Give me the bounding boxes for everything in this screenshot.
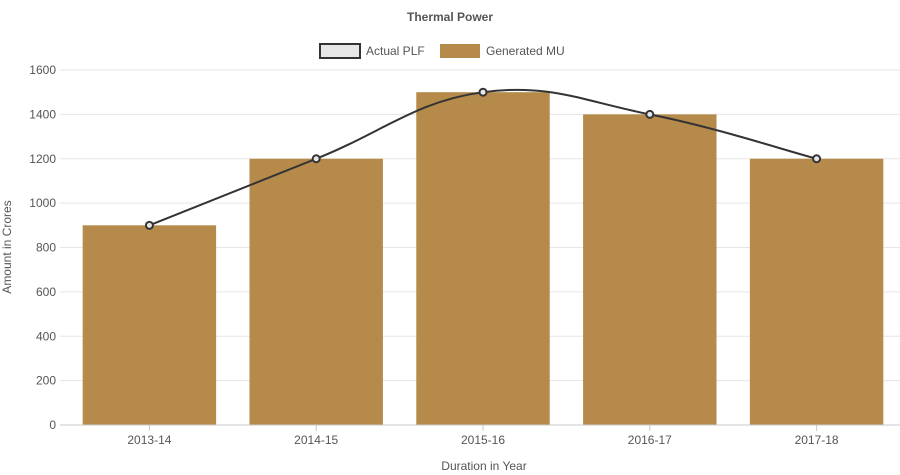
legend: Actual PLF Generated MU [319, 43, 565, 59]
x-tick-label: 2013-14 [127, 433, 171, 447]
x-tick-label: 2016-17 [628, 433, 672, 447]
y-tick-label: 200 [36, 374, 56, 388]
bar[interactable] [416, 92, 550, 425]
y-axis-ticks: 0 200 400 600 800 1000 1200 1400 1600 [29, 63, 56, 432]
line-series [144, 87, 822, 230]
bars [82, 92, 884, 425]
y-tick-label: 1600 [29, 63, 56, 77]
line-point[interactable] [812, 154, 822, 164]
x-tick-label: 2014-15 [294, 433, 338, 447]
x-tick-label: 2015-16 [461, 433, 505, 447]
y-tick-label: 400 [36, 329, 56, 343]
bar[interactable] [749, 158, 884, 425]
x-axis-label: Duration in Year [441, 459, 526, 473]
line-point[interactable] [478, 87, 488, 97]
legend-item-actual-plf[interactable]: Actual PLF [319, 43, 425, 59]
y-tick-label: 1400 [29, 107, 56, 121]
legend-label-actual-plf: Actual PLF [366, 44, 425, 58]
y-tick-label: 800 [36, 241, 56, 255]
bar[interactable] [249, 158, 383, 425]
y-tick-label: 1200 [29, 152, 56, 166]
line-point[interactable] [311, 154, 321, 164]
y-axis-label: Amount in Crores [0, 200, 14, 293]
chart-title: Thermal Power [407, 10, 493, 24]
line-point[interactable] [645, 109, 655, 119]
y-tick-label: 1000 [29, 196, 56, 210]
legend-item-generated-mu[interactable]: Generated MU [440, 44, 565, 58]
legend-swatch-generated-mu [440, 44, 480, 58]
line-point[interactable] [144, 220, 154, 230]
y-tick-label: 600 [36, 285, 56, 299]
y-tick-label: 0 [49, 418, 56, 432]
legend-label-generated-mu: Generated MU [486, 44, 565, 58]
x-axis-ticks: 2013-14 2014-15 2015-16 2016-17 2017-18 [127, 425, 839, 447]
bar[interactable] [82, 225, 217, 425]
x-tick-label: 2017-18 [795, 433, 839, 447]
bar[interactable] [583, 114, 717, 425]
legend-swatch-actual-plf [319, 43, 361, 59]
